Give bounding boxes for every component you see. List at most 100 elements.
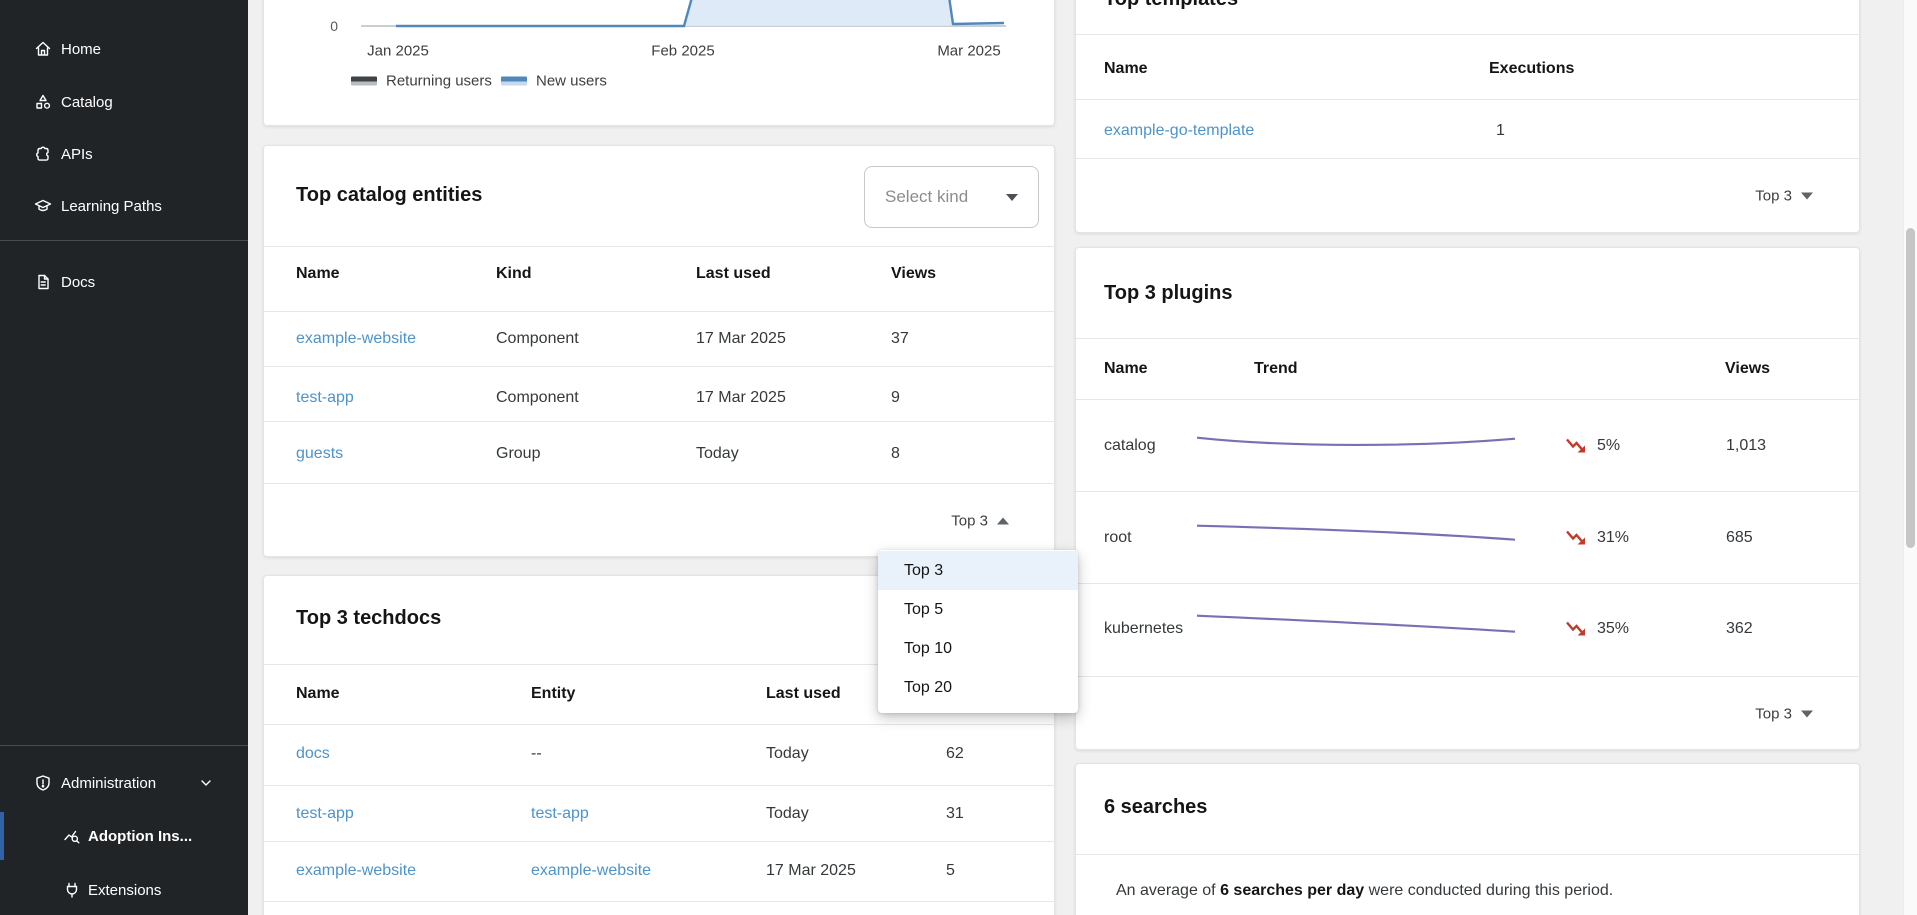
template-executions-value: 1 <box>1496 122 1505 139</box>
catalog-card-title: Top catalog entities <box>296 184 483 206</box>
sidebar-item-home[interactable]: Home <box>0 29 248 69</box>
techdoc-link[interactable]: example-website <box>296 862 417 879</box>
select-kind-dropdown[interactable]: Select kind <box>864 166 1039 228</box>
menu-item-top-10[interactable]: Top 10 <box>904 639 953 657</box>
menu-item-top-5[interactable]: Top 5 <box>904 600 944 618</box>
entity-link[interactable]: guests <box>296 445 344 462</box>
searches-text-bold: 6 searches per day <box>1220 882 1365 899</box>
x-tick-feb: Feb 2025 <box>651 42 715 60</box>
apis-icon <box>33 144 53 164</box>
chevron-down-icon <box>198 775 214 791</box>
template-name-link[interactable]: example-go-template <box>1104 122 1255 139</box>
techdoc-entity-link[interactable]: test-app <box>531 805 589 822</box>
sidebar-item-adoption-insights[interactable]: Adoption Ins... <box>0 816 248 856</box>
catalog-icon <box>33 92 53 112</box>
plugins-topn-label: Top 3 <box>1755 705 1792 723</box>
sidebar-item-learning-paths[interactable]: Learning Paths <box>0 186 248 226</box>
sidebar-item-label: Catalog <box>61 93 113 111</box>
plugins-topn-select[interactable]: Top 3 <box>1755 706 1813 723</box>
trending-down-icon <box>1566 530 1585 545</box>
sidebar-item-administration[interactable]: Administration <box>0 763 248 803</box>
plugin-views: 685 <box>1726 529 1753 546</box>
caret-down-icon <box>1801 710 1813 718</box>
plugin-name: kubernetes <box>1104 620 1184 637</box>
y-axis-zero-label: 0 <box>330 18 338 34</box>
entity-link[interactable]: example-website <box>296 330 417 347</box>
sidebar-divider <box>0 745 248 746</box>
select-kind-placeholder: Select kind <box>885 187 969 206</box>
plugins-col-views: Views <box>1725 360 1771 377</box>
trending-down-icon <box>1566 621 1585 636</box>
home-icon <box>33 39 53 59</box>
users-area-chart <box>361 0 1006 28</box>
sidebar-item-catalog[interactable]: Catalog <box>0 82 248 122</box>
techdocs-col-lastused: Last used <box>766 685 841 702</box>
legend-returning-users: Returning users <box>351 73 492 90</box>
plugins-col-trend: Trend <box>1254 360 1298 377</box>
searches-text-suffix: were conducted during this period. <box>1364 882 1614 899</box>
techdocs-col-name: Name <box>296 685 340 702</box>
catalog-topn-label: Top 3 <box>951 512 988 530</box>
select-kind-caret-icon <box>1006 193 1018 201</box>
docs-icon <box>33 272 53 292</box>
menu-item-top-3[interactable]: Top 3 <box>878 551 1078 590</box>
sidebar-item-label: Extensions <box>88 881 162 899</box>
plugin-name: catalog <box>1104 437 1156 454</box>
sidebar-item-label: APIs <box>61 145 93 163</box>
plugin-views: 362 <box>1726 620 1753 637</box>
sidebar-item-extensions[interactable]: Extensions <box>0 870 248 910</box>
entity-kind: Group <box>496 445 541 462</box>
top-catalog-entities-card: Top catalog entities Select kind Name Ki… <box>263 145 1055 557</box>
entity-lastused: Today <box>696 445 739 462</box>
plugin-name: root <box>1104 529 1132 546</box>
scrollbar-thumb[interactable] <box>1906 228 1915 548</box>
plugin-trend-pct: 5% <box>1597 437 1621 454</box>
administration-icon <box>33 773 53 793</box>
sidebar-item-docs[interactable]: Docs <box>0 262 248 302</box>
techdoc-lastused: Today <box>766 805 809 822</box>
techdoc-link[interactable]: test-app <box>296 805 354 822</box>
plugin-views: 1,013 <box>1726 437 1767 454</box>
plugin-trend-sparkline <box>1196 614 1516 633</box>
top-plugins-card: Top 3 plugins Name Trend Views catalog 5… <box>1075 247 1860 750</box>
techdoc-views: 31 <box>946 805 964 822</box>
entity-link[interactable]: test-app <box>296 389 354 406</box>
sidebar-divider <box>0 240 248 241</box>
entity-views: 9 <box>891 389 900 406</box>
scrollbar-track[interactable] <box>1903 0 1917 915</box>
plugin-trend-sparkline <box>1196 436 1516 447</box>
entity-kind: Component <box>496 389 579 406</box>
legend-new-users: New users <box>501 73 607 90</box>
searches-card: 6 searches An average of 6 searches per … <box>1075 763 1860 915</box>
templates-col-executions: Executions <box>1489 60 1575 77</box>
sidebar-item-apis[interactable]: APIs <box>0 134 248 174</box>
plugins-col-name: Name <box>1104 360 1148 377</box>
menu-item-top-20[interactable]: Top 20 <box>904 678 953 696</box>
legend-new-swatch-icon <box>501 76 527 86</box>
templates-topn-select[interactable]: Top 3 <box>1755 188 1813 205</box>
sidebar-item-label: Home <box>61 40 102 58</box>
techdoc-entity: -- <box>531 745 542 762</box>
templates-topn-label: Top 3 <box>1755 187 1792 205</box>
plugins-card-title: Top 3 plugins <box>1104 282 1233 304</box>
sidebar: Home Catalog APIs Learning Paths Docs Ad… <box>0 0 248 915</box>
techdocs-col-entity: Entity <box>531 685 576 702</box>
caret-up-icon <box>997 517 1009 525</box>
active-users-chart-card: 0 Jan 2025 Feb 2025 Mar 2025 Returning u… <box>263 0 1055 126</box>
catalog-topn-select[interactable]: Top 3 <box>951 513 1009 530</box>
techdocs-card-title: Top 3 techdocs <box>296 607 442 629</box>
searches-summary-text: An average of 6 searches per day were co… <box>1116 882 1613 900</box>
topn-dropdown-menu: Top 3 Top 5 Top 10 Top 20 <box>878 550 1078 713</box>
plugin-trend-pct: 35% <box>1597 620 1630 637</box>
legend-new-label: New users <box>536 72 607 90</box>
techdoc-entity-link[interactable]: example-website <box>531 862 652 879</box>
techdoc-link[interactable]: docs <box>296 745 330 762</box>
entity-views: 8 <box>891 445 900 462</box>
sidebar-item-label: Docs <box>61 273 96 291</box>
plugin-trend-sparkline <box>1196 524 1516 541</box>
techdoc-views: 5 <box>946 862 955 879</box>
adoption-insights-icon <box>62 826 82 846</box>
techdoc-lastused: 17 Mar 2025 <box>766 862 856 879</box>
extensions-icon <box>62 880 82 900</box>
selected-item-indicator <box>0 812 4 860</box>
